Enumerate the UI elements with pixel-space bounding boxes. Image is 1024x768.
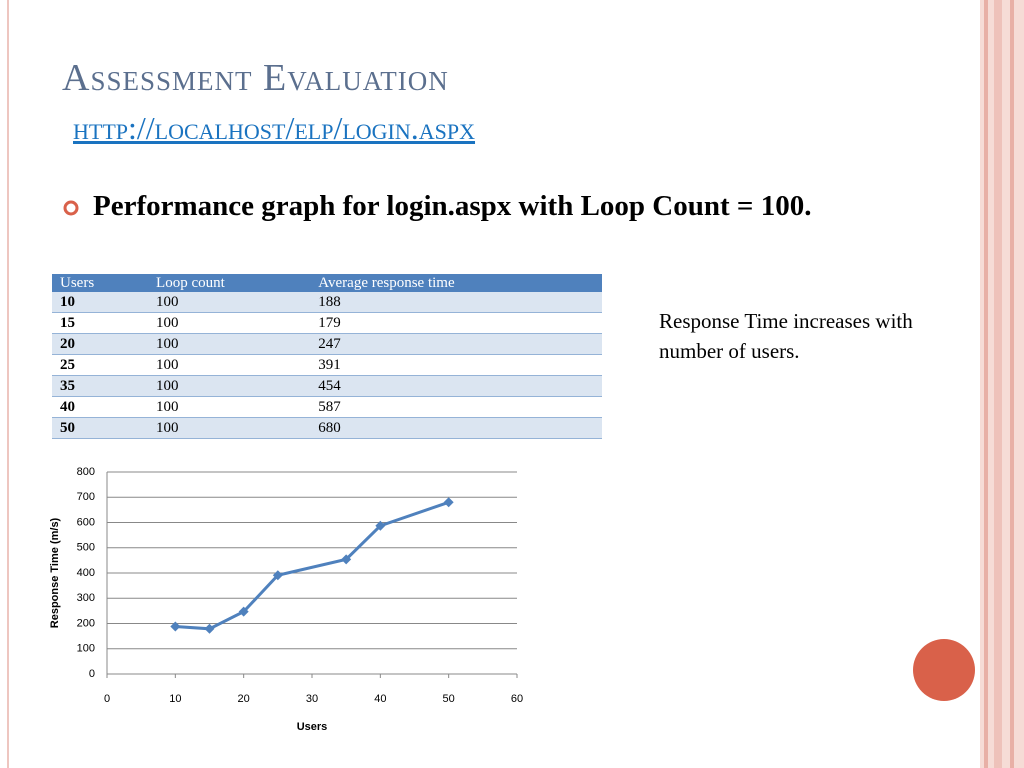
table-cell: 680 bbox=[310, 417, 602, 439]
table-cell: 454 bbox=[310, 375, 602, 397]
table-row: 25 100 391 bbox=[52, 354, 602, 376]
y-tick-label: 400 bbox=[77, 567, 95, 579]
y-tick-label: 300 bbox=[77, 592, 95, 604]
y-tick-label: 600 bbox=[77, 516, 95, 528]
table-cell: 20 bbox=[52, 333, 149, 355]
table-cell: 247 bbox=[310, 333, 602, 355]
y-tick-label: 200 bbox=[77, 617, 95, 629]
table-cell: 100 bbox=[148, 375, 311, 397]
note: Response Time increases with number of u… bbox=[659, 309, 913, 363]
table-row: 50 100 680 bbox=[52, 417, 602, 439]
table-cell: 15 bbox=[52, 312, 149, 334]
table-row: 15 100 179 bbox=[52, 312, 602, 334]
table-cell: 100 bbox=[148, 312, 311, 334]
header-cell: Average response time bbox=[310, 274, 602, 292]
y-tick-label: 700 bbox=[77, 491, 95, 503]
header-cell: Loop count bbox=[148, 274, 311, 292]
table-cell: 100 bbox=[148, 354, 311, 376]
stripe bbox=[984, 0, 988, 768]
table-cell: 25 bbox=[52, 354, 149, 376]
y-axis-label: Response Time (m/s) bbox=[49, 517, 61, 628]
table-cell: 100 bbox=[148, 292, 311, 313]
deco-circle bbox=[913, 639, 975, 701]
data-table: Users Loop count Average response time 10 10… bbox=[52, 274, 602, 439]
marker bbox=[170, 621, 181, 632]
x-tick-label: 10 bbox=[169, 693, 181, 705]
bullet-icon bbox=[63, 200, 79, 216]
marker bbox=[375, 520, 386, 531]
y-tick-label: 100 bbox=[77, 643, 95, 655]
link[interactable]: http://localhost/elp/login.aspx bbox=[73, 110, 476, 146]
x-tick-label: 60 bbox=[511, 693, 523, 705]
table-cell: 35 bbox=[52, 375, 149, 397]
table-cell: 40 bbox=[52, 396, 149, 418]
marker bbox=[204, 623, 215, 634]
table-row: 20 100 247 bbox=[52, 333, 602, 355]
table-cell: 50 bbox=[52, 417, 149, 439]
table-cell: 391 bbox=[310, 354, 602, 376]
table-row: 35 100 454 bbox=[52, 375, 602, 397]
table-row: 40 100 587 bbox=[52, 396, 602, 418]
table-cell: 100 bbox=[148, 396, 311, 418]
table-row: 10 100 188 bbox=[52, 292, 602, 313]
marker bbox=[238, 606, 249, 617]
marker bbox=[341, 554, 352, 565]
y-tick-label: 0 bbox=[89, 668, 95, 680]
x-tick-label: 50 bbox=[443, 693, 455, 705]
table-cell: 100 bbox=[148, 417, 311, 439]
y-tick-label: 500 bbox=[77, 542, 95, 554]
x-tick-label: 40 bbox=[374, 693, 386, 705]
x-tick-label: 20 bbox=[238, 693, 250, 705]
marker bbox=[272, 570, 283, 581]
x-tick-label: 0 bbox=[104, 693, 110, 705]
stripe bbox=[994, 0, 1002, 768]
x-axis-label: Users bbox=[297, 721, 328, 733]
header-cell: Users bbox=[52, 274, 149, 292]
table-cell: 587 bbox=[310, 396, 602, 418]
table-cell: 188 bbox=[310, 292, 602, 313]
slide-title: Assessment Evaluation bbox=[62, 57, 449, 99]
stripe bbox=[1010, 0, 1014, 768]
bullet-text: Performance graph for login.aspx with Lo… bbox=[93, 190, 812, 222]
table-cell: 179 bbox=[310, 312, 602, 334]
marker bbox=[443, 497, 454, 508]
line bbox=[175, 500, 450, 631]
y-tick-label: 800 bbox=[77, 466, 95, 478]
table-cell: 10 bbox=[52, 292, 149, 313]
x-tick-label: 30 bbox=[306, 693, 318, 705]
table-cell: 100 bbox=[148, 333, 311, 355]
